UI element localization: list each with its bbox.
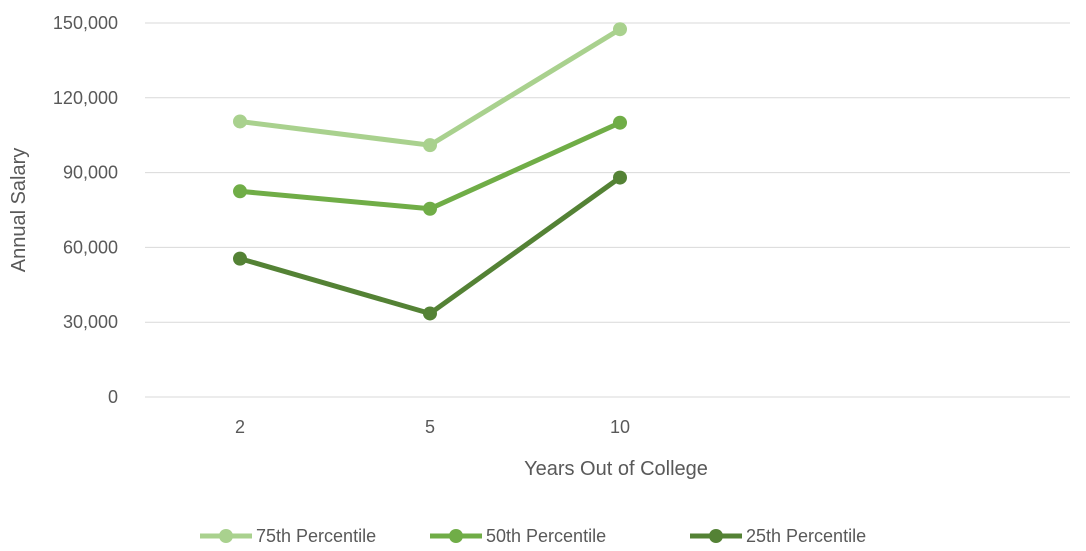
data-point xyxy=(233,114,247,129)
x-axis-ticks: 2 5 10 xyxy=(235,417,630,437)
legend: 75th Percentile 50th Percentile 25th Perce… xyxy=(200,526,866,546)
data-point xyxy=(423,306,437,321)
series-lines xyxy=(233,22,627,321)
legend-marker-swatch xyxy=(709,529,723,543)
y-axis-ticks: 0 30,000 60,000 90,000 120,000 150,000 xyxy=(53,13,118,407)
y-axis-title: Annual Salary xyxy=(8,148,30,273)
data-point xyxy=(423,138,437,153)
y-tick-label: 90,000 xyxy=(63,163,118,183)
legend-item: 50th Percentile xyxy=(430,526,606,546)
data-point xyxy=(233,251,247,266)
legend-label: 50th Percentile xyxy=(486,526,606,546)
legend-item: 75th Percentile xyxy=(200,526,376,546)
y-tick-label: 60,000 xyxy=(63,237,118,257)
gridlines xyxy=(145,22,1070,398)
data-point xyxy=(613,115,627,130)
series-line xyxy=(237,26,623,148)
x-tick-label: 10 xyxy=(610,417,630,437)
series-3 xyxy=(233,170,627,321)
data-point xyxy=(233,184,247,199)
x-axis-title: Years Out of College xyxy=(524,458,708,480)
data-point xyxy=(613,22,627,37)
series-line xyxy=(237,120,623,212)
data-point xyxy=(613,170,627,185)
legend-item: 25th Percentile xyxy=(690,526,866,546)
legend-label: 75th Percentile xyxy=(256,526,376,546)
series-1 xyxy=(233,22,627,153)
x-tick-label: 5 xyxy=(425,417,435,437)
y-tick-label: 30,000 xyxy=(63,312,118,332)
y-tick-label: 0 xyxy=(108,387,118,407)
series-2 xyxy=(233,115,627,216)
legend-marker-swatch xyxy=(449,529,463,543)
legend-marker-swatch xyxy=(219,529,233,543)
y-tick-label: 150,000 xyxy=(53,13,118,33)
y-tick-label: 120,000 xyxy=(53,88,118,108)
data-point xyxy=(423,201,437,216)
legend-label: 25th Percentile xyxy=(746,526,866,546)
x-tick-label: 2 xyxy=(235,417,245,437)
